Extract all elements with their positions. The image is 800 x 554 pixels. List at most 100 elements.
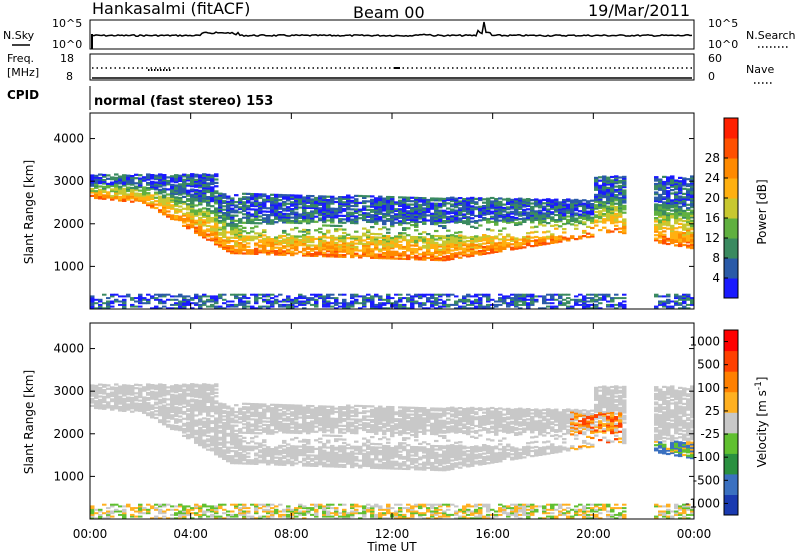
power-cell <box>322 219 327 222</box>
power-cell <box>674 179 679 182</box>
power-cell <box>670 233 675 236</box>
power-cell <box>126 176 131 179</box>
power-cell <box>486 212 491 216</box>
power-cell <box>270 198 275 201</box>
velocity-cell <box>190 395 195 398</box>
power-cell <box>258 239 263 242</box>
power-cell <box>246 238 251 242</box>
power-cell <box>278 212 283 215</box>
power-cell <box>670 229 675 233</box>
power-cell <box>466 243 471 246</box>
power-cell <box>202 229 207 232</box>
power-cell <box>170 200 175 203</box>
power-cell <box>434 297 439 300</box>
power-cell <box>538 216 543 219</box>
power-cell <box>506 295 511 298</box>
power-cell <box>686 213 691 217</box>
power-cell <box>158 302 163 305</box>
power-cell <box>550 236 555 239</box>
power-cell <box>334 207 339 210</box>
velocity-cell <box>138 402 143 406</box>
power-cell <box>430 212 435 215</box>
velocity-cell <box>118 400 123 403</box>
power-cell <box>386 201 391 204</box>
power-cell <box>554 208 559 211</box>
freq-right-top-tick: 60 <box>708 52 722 65</box>
power-cell <box>146 178 151 181</box>
power-cell <box>478 293 483 296</box>
power-cell <box>170 197 175 200</box>
velocity-cell <box>106 387 111 390</box>
power-cell <box>686 207 691 210</box>
power-cell <box>322 212 327 215</box>
power-cell <box>210 303 215 306</box>
power-cell <box>250 194 255 197</box>
power-cell <box>682 214 687 218</box>
power-cell <box>278 234 283 237</box>
power-cell <box>314 229 319 232</box>
power-cell <box>434 199 439 202</box>
velocity-cell <box>150 416 155 419</box>
power-cell <box>210 220 215 223</box>
power-ylabel: Slant Range [km] <box>22 160 36 264</box>
power-cell <box>154 203 159 206</box>
power-cell <box>478 214 483 217</box>
power-cell <box>278 214 283 217</box>
power-cell <box>366 300 371 303</box>
power-cell <box>174 204 179 207</box>
power-cell <box>290 211 295 214</box>
power-cell <box>114 187 119 190</box>
velocity-cell <box>130 513 135 516</box>
power-cell <box>310 200 315 203</box>
power-cell <box>94 181 99 184</box>
power-cell <box>354 298 359 301</box>
velocity-cell <box>234 424 239 427</box>
power-cell <box>290 238 295 241</box>
power-cell <box>574 202 579 205</box>
power-cell <box>686 195 691 198</box>
power-cell <box>334 238 339 241</box>
power-cell <box>674 227 679 230</box>
power-cell <box>506 199 511 202</box>
power-cell <box>170 199 175 202</box>
power-cell <box>434 298 439 301</box>
power-cell <box>470 198 475 201</box>
power-cell <box>154 184 159 187</box>
velocity-cell <box>222 406 227 409</box>
power-cell <box>226 205 231 208</box>
power-cell <box>582 298 587 301</box>
power-cell <box>274 193 279 196</box>
velocity-cell <box>214 448 219 451</box>
velocity-cell <box>218 412 223 416</box>
velocity-cell <box>226 451 231 454</box>
power-cell <box>318 200 323 203</box>
power-cell <box>306 205 311 208</box>
power-cell <box>90 298 95 301</box>
power-cell <box>546 302 551 305</box>
power-cell <box>662 303 667 306</box>
power-cell <box>190 173 195 176</box>
power-cell <box>166 307 171 310</box>
power-cell <box>194 302 199 305</box>
power-cell <box>530 300 535 303</box>
velocity-cell <box>158 505 163 508</box>
power-cell <box>666 300 671 303</box>
power-cell <box>478 253 483 256</box>
power-cell <box>234 214 239 217</box>
power-cell <box>410 256 415 259</box>
power-cell <box>674 205 679 208</box>
power-cell <box>394 238 399 241</box>
power-cell <box>378 202 383 205</box>
power-cell <box>422 217 427 220</box>
power-cell <box>610 208 615 211</box>
power-cell <box>110 293 115 296</box>
power-cell <box>562 207 567 210</box>
velocity-cell <box>138 396 143 399</box>
power-cell <box>350 302 355 305</box>
velocity-cell <box>150 505 155 508</box>
velocity-cell <box>174 389 179 392</box>
power-cell <box>486 248 491 251</box>
power-cell <box>454 211 459 214</box>
power-cell <box>510 298 515 301</box>
power-cell <box>478 224 483 227</box>
